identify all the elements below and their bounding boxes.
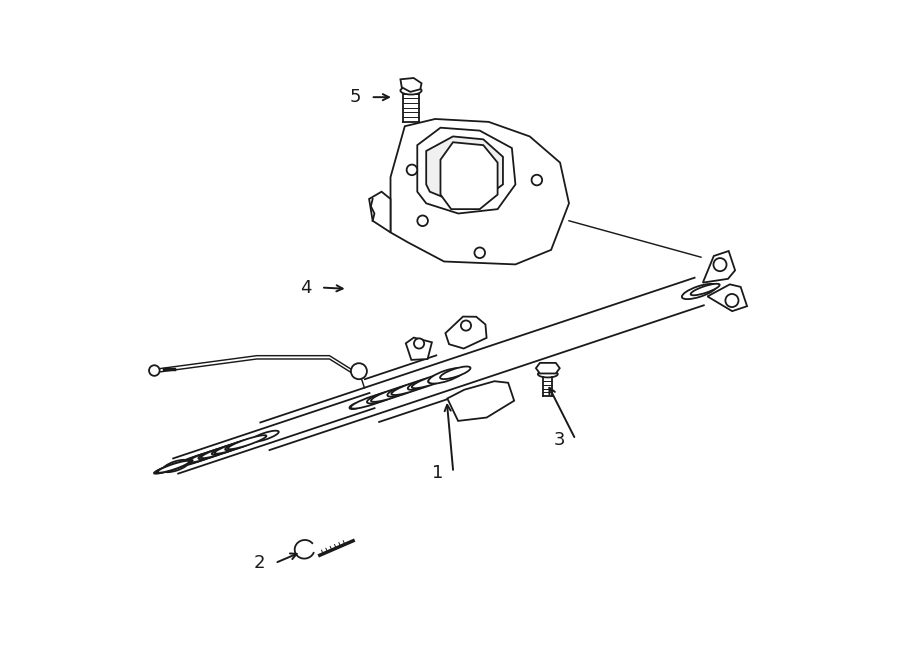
Ellipse shape xyxy=(538,371,558,377)
Polygon shape xyxy=(427,136,503,200)
Ellipse shape xyxy=(682,284,716,299)
Circle shape xyxy=(418,215,428,226)
Polygon shape xyxy=(536,363,560,373)
Circle shape xyxy=(474,247,485,258)
Ellipse shape xyxy=(158,461,189,473)
Text: 2: 2 xyxy=(254,554,265,572)
Ellipse shape xyxy=(175,453,213,467)
Ellipse shape xyxy=(185,452,215,463)
Ellipse shape xyxy=(198,447,229,459)
Ellipse shape xyxy=(392,379,434,395)
Text: 1: 1 xyxy=(432,463,444,482)
Ellipse shape xyxy=(367,391,398,403)
Polygon shape xyxy=(391,119,569,264)
Ellipse shape xyxy=(251,431,279,442)
Ellipse shape xyxy=(360,397,378,406)
Circle shape xyxy=(725,294,739,307)
Ellipse shape xyxy=(440,366,471,379)
Polygon shape xyxy=(418,128,516,214)
Polygon shape xyxy=(707,284,747,311)
Ellipse shape xyxy=(428,368,464,383)
Text: 5: 5 xyxy=(349,88,361,106)
Ellipse shape xyxy=(412,372,454,388)
Polygon shape xyxy=(446,317,487,348)
Ellipse shape xyxy=(387,384,418,397)
Ellipse shape xyxy=(400,87,421,95)
Circle shape xyxy=(149,366,159,376)
Text: 3: 3 xyxy=(554,430,566,449)
Ellipse shape xyxy=(154,460,193,474)
Circle shape xyxy=(351,363,367,379)
Ellipse shape xyxy=(156,461,191,473)
Ellipse shape xyxy=(212,443,242,455)
Polygon shape xyxy=(400,78,421,92)
Ellipse shape xyxy=(408,377,438,390)
Circle shape xyxy=(461,321,471,330)
Ellipse shape xyxy=(351,393,393,408)
Ellipse shape xyxy=(228,435,266,449)
Polygon shape xyxy=(703,251,735,283)
Circle shape xyxy=(414,338,424,348)
Polygon shape xyxy=(447,381,514,421)
Circle shape xyxy=(407,165,418,175)
Polygon shape xyxy=(406,338,432,360)
Ellipse shape xyxy=(349,402,364,409)
Circle shape xyxy=(532,175,542,185)
Ellipse shape xyxy=(690,284,720,295)
Text: 4: 4 xyxy=(300,278,311,297)
Ellipse shape xyxy=(201,444,239,458)
Ellipse shape xyxy=(428,370,459,383)
Circle shape xyxy=(714,258,726,271)
Ellipse shape xyxy=(371,386,414,402)
Polygon shape xyxy=(369,192,391,233)
Ellipse shape xyxy=(187,449,226,463)
Ellipse shape xyxy=(214,440,253,453)
Polygon shape xyxy=(440,142,498,209)
Ellipse shape xyxy=(225,439,256,450)
Ellipse shape xyxy=(163,460,189,472)
